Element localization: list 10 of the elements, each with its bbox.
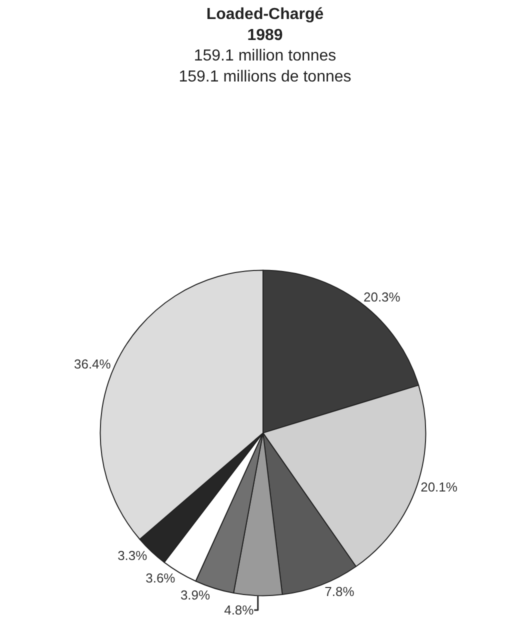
chart-title: Loaded-Chargé 1989 [206,6,324,44]
data-label: 7.8% [324,584,355,600]
data-label: 20.3% [363,290,401,305]
data-label: 4.8% [224,602,254,618]
data-label: 20.1% [420,479,458,494]
data-label: 3.9% [180,588,211,603]
chart-subtitle: 159.1 million tonnes 159.1 millions de tonnes [178,48,352,86]
data-label: 36.4% [74,356,112,372]
data-label: 3.6% [146,570,176,586]
data-label: 3.3% [118,548,148,563]
